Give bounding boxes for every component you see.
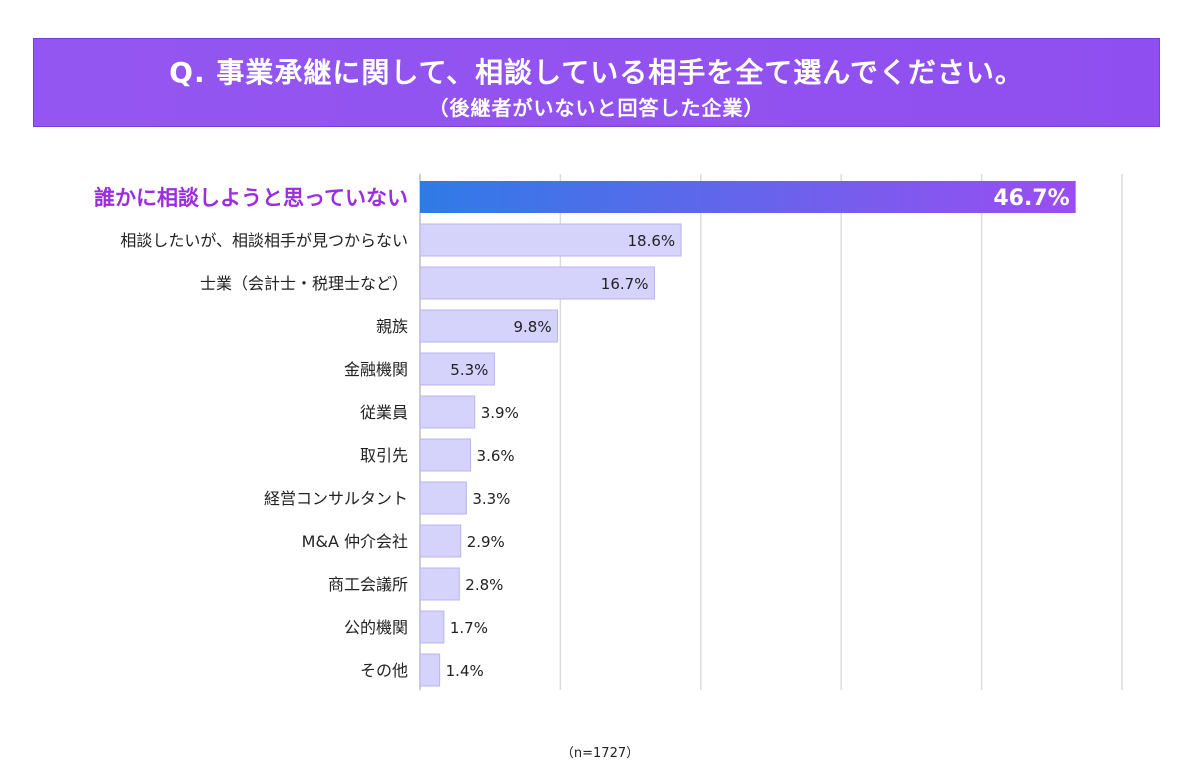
sample-size-note: （n=1727） xyxy=(560,746,640,761)
category-label: その他 xyxy=(360,661,408,680)
value-label: 5.3% xyxy=(450,361,488,379)
value-label: 3.9% xyxy=(481,404,519,422)
value-label: 2.8% xyxy=(465,576,503,594)
value-label: 1.7% xyxy=(450,619,488,637)
value-label: 2.9% xyxy=(467,533,505,551)
value-labels: 46.7% 18.6% 16.7% 9.8% 5.3% 3.9% 3.6% 3.3% 2.9% 2… xyxy=(446,186,1070,680)
value-label: 16.7% xyxy=(601,275,649,293)
value-label: 18.6% xyxy=(627,232,675,250)
bar xyxy=(419,309,559,343)
category-label: 相談したいが、相談相手が見つからない xyxy=(120,231,408,250)
value-label: 9.8% xyxy=(513,318,551,336)
chart-title: Q. 事業承継に関して、相談している相手を全て選んでください。 xyxy=(169,56,1024,89)
category-label: 誰かに相談しようと思っていない xyxy=(94,186,408,210)
category-label: 親族 xyxy=(376,317,408,336)
bar xyxy=(419,610,445,644)
category-label: 公的機関 xyxy=(344,618,408,637)
bar xyxy=(419,352,495,386)
bar xyxy=(419,223,682,257)
category-labels: 誰かに相談しようと思っていない相談したいが、相談相手が見つからない士業（会計士・… xyxy=(94,186,408,680)
value-label: 3.6% xyxy=(477,447,515,465)
bar xyxy=(419,524,462,558)
value-label: 3.3% xyxy=(472,490,510,508)
category-label: 商工会議所 xyxy=(328,575,408,594)
bar xyxy=(419,567,460,601)
category-label: M&A 仲介会社 xyxy=(302,532,408,551)
category-label: 士業（会計士・税理士など） xyxy=(200,274,408,293)
chart-subtitle: （後継者がいないと回答した企業） xyxy=(428,96,765,120)
bar xyxy=(419,438,472,472)
category-label: 従業員 xyxy=(360,403,408,422)
value-label: 1.4% xyxy=(446,662,484,680)
chart-header: Q. 事業承継に関して、相談している相手を全て選んでください。 （後継者がいない… xyxy=(33,38,1160,127)
bars xyxy=(419,181,1076,687)
gridlines xyxy=(419,174,1123,690)
bar xyxy=(419,266,655,300)
value-label: 46.7% xyxy=(993,186,1069,211)
category-label: 取引先 xyxy=(360,446,408,465)
bar xyxy=(419,653,441,687)
bar xyxy=(419,481,467,515)
bar-highlight xyxy=(420,181,1076,213)
bar xyxy=(419,395,476,429)
category-label: 経営コンサルタント xyxy=(264,489,408,508)
category-label: 金融機関 xyxy=(344,360,408,379)
